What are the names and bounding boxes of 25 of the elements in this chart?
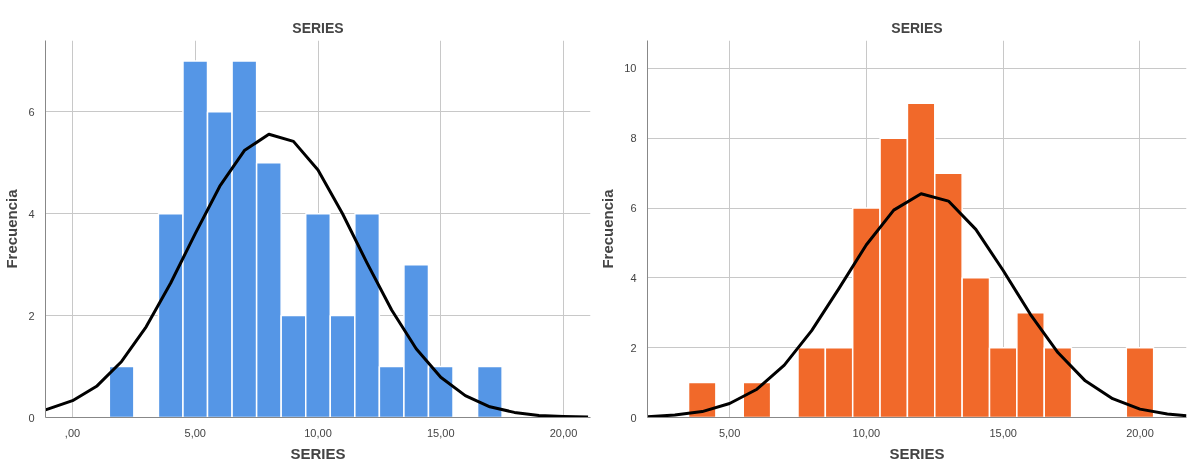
y-tick-label: 0 [28,411,35,424]
x-axis-title: SERIES [290,444,346,462]
y-tick-label: 4 [28,207,35,220]
x-tick-label: 15,00 [426,426,455,439]
y-tick-label: 6 [630,202,637,215]
x-tick-label: 5,00 [718,426,741,439]
x-tick-label: 5,00 [184,426,206,439]
y-tick-label: 0 [630,411,637,424]
x-tick-label: 20,00 [549,426,578,439]
y-tick-label: 4 [630,271,637,284]
x-tick-label: 20,00 [1126,426,1154,439]
x-axis-title: SERIES [889,444,945,462]
x-tick-label: 10,00 [852,426,881,439]
y-tick-label: 2 [28,309,35,322]
y-tick-label: 10 [624,62,637,75]
x-tick-label: 15,00 [989,426,1017,439]
y-axis-title: Frecuencia [3,188,21,269]
x-tick-label: 10,00 [304,426,332,439]
y-tick-label: 6 [28,105,35,118]
y-tick-label: 2 [630,341,637,354]
y-tick-label: 8 [630,132,637,145]
chart-title: SERIES [891,19,943,36]
x-tick-label: ,00 [64,426,81,439]
chart-title: SERIES [292,19,344,36]
y-axis-title: Frecuencia [599,188,617,269]
